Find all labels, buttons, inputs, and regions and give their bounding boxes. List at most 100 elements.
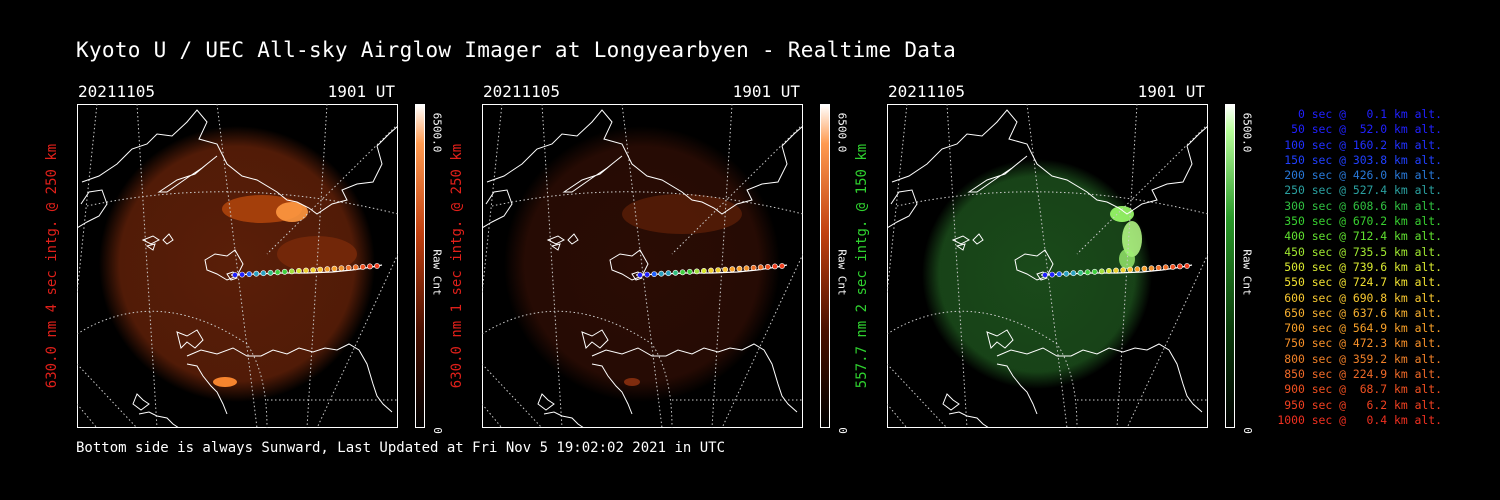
trajectory-point bbox=[679, 269, 686, 276]
coastline bbox=[996, 363, 1038, 415]
legend-entry: 150 sec @ 303.8 km alt. bbox=[1284, 152, 1442, 167]
imager-panel-630nm-4sec: 20211105 1901 UT 630.0 nm 4 sec intg. @ … bbox=[44, 82, 444, 433]
coastline bbox=[186, 363, 228, 415]
grid-line bbox=[1026, 104, 1068, 428]
grid-line bbox=[77, 363, 138, 428]
allsky-map bbox=[887, 104, 1208, 428]
aurora-arc bbox=[1119, 249, 1135, 269]
trajectory-point bbox=[637, 272, 643, 278]
trajectory-point bbox=[324, 266, 331, 273]
grid-line bbox=[77, 403, 98, 428]
legend-entry: 950 sec @ 6.2 km alt. bbox=[1284, 397, 1442, 412]
legend-entry: 750 sec @ 472.3 km alt. bbox=[1284, 336, 1442, 351]
grid-line bbox=[482, 363, 543, 428]
trajectory-point bbox=[1184, 263, 1190, 269]
colorbar bbox=[820, 104, 830, 428]
trajectory-point bbox=[1056, 271, 1063, 277]
trajectory-point bbox=[764, 263, 771, 270]
legend-entry: 800 sec @ 359.2 km alt. bbox=[1284, 351, 1442, 366]
colorbar bbox=[1225, 104, 1235, 428]
colorbar-unit-text: Raw Cnt bbox=[1240, 248, 1254, 296]
trajectory-point bbox=[665, 270, 672, 277]
footer-note: Bottom side is always Sunward, Last Upda… bbox=[76, 440, 726, 456]
trajectory-point bbox=[359, 263, 366, 270]
allsky-map bbox=[77, 104, 398, 428]
trajectory-point bbox=[1141, 265, 1148, 272]
panel-wavelength-label-text: 630.0 nm 1 sec intg. @ 250 km bbox=[449, 143, 465, 389]
trajectory-point bbox=[1042, 272, 1048, 278]
imager-panel-630nm-1sec: 20211105 1901 UT 630.0 nm 1 sec intg. @ … bbox=[449, 82, 849, 433]
coastline bbox=[986, 329, 1014, 349]
trajectory-point bbox=[1176, 263, 1183, 270]
coastline bbox=[141, 233, 174, 251]
trajectory-point bbox=[260, 270, 267, 277]
trajectory-point bbox=[644, 271, 650, 278]
trajectory-point bbox=[338, 265, 345, 272]
legend-entry: 450 sec @ 735.5 km alt. bbox=[1284, 244, 1442, 259]
trajectory-point bbox=[700, 267, 707, 274]
coastline bbox=[186, 343, 393, 413]
grid-line bbox=[482, 310, 673, 428]
coastline bbox=[942, 393, 960, 411]
colorbar-min-label: 0 bbox=[834, 400, 850, 460]
coastline bbox=[887, 189, 918, 229]
panel-time: 1901 UT bbox=[327, 82, 395, 101]
coastline bbox=[138, 411, 180, 428]
trajectory-point bbox=[1120, 267, 1126, 273]
panel-wavelength-label: 557.7 nm 2 sec intg. @ 150 km bbox=[849, 106, 875, 426]
legend-entry: 850 sec @ 224.9 km alt. bbox=[1284, 367, 1442, 382]
coastline bbox=[226, 271, 238, 281]
coastline bbox=[609, 249, 649, 281]
trajectory-point bbox=[281, 268, 288, 275]
coastline bbox=[562, 155, 623, 193]
trajectory-point bbox=[267, 269, 274, 276]
grid-line bbox=[887, 363, 948, 428]
trajectory-point bbox=[317, 266, 324, 273]
colorbar-unit-label: Raw Cnt bbox=[1239, 242, 1255, 302]
trajectory-point bbox=[1169, 263, 1176, 270]
trajectory-point bbox=[729, 266, 736, 273]
colorbar-max-label: 6500.0 bbox=[834, 102, 850, 162]
trajectory-legend: 0 sec @ 0.1 km alt. 50 sec @ 52.0 km alt.… bbox=[1277, 107, 1442, 428]
trajectory-point bbox=[757, 264, 764, 271]
trajectory-point bbox=[239, 271, 245, 278]
colorbar-min-label: 0 bbox=[1239, 400, 1255, 460]
panel-wavelength-label-text: 557.7 nm 2 sec intg. @ 150 km bbox=[854, 143, 870, 389]
trajectory-point bbox=[771, 263, 778, 270]
coastline bbox=[176, 329, 204, 349]
coastline bbox=[631, 271, 643, 281]
coastline bbox=[81, 109, 398, 215]
trajectory-point bbox=[303, 267, 309, 274]
grid-line bbox=[671, 123, 803, 255]
legend-entry: 700 sec @ 564.9 km alt. bbox=[1284, 321, 1442, 336]
coastline bbox=[996, 343, 1203, 413]
grid-line bbox=[1076, 123, 1208, 255]
trajectory-point bbox=[722, 266, 729, 273]
aurora-arc bbox=[622, 194, 742, 234]
trajectory-point bbox=[1162, 264, 1169, 271]
trajectory-point bbox=[672, 269, 679, 276]
trajectory-point bbox=[743, 265, 750, 272]
trajectory-point bbox=[331, 265, 338, 272]
colorbar-min-text: 0 bbox=[430, 426, 444, 434]
grid-line bbox=[77, 310, 268, 428]
page-title: Kyoto U / UEC All-sky Airglow Imager at … bbox=[76, 38, 957, 62]
grid-line bbox=[621, 104, 663, 428]
coastline bbox=[1036, 271, 1048, 281]
trajectory-point bbox=[1091, 268, 1098, 275]
trajectory-point bbox=[750, 264, 757, 271]
trajectory-point bbox=[686, 268, 693, 275]
colorbar bbox=[415, 104, 425, 428]
grid-line bbox=[266, 123, 398, 255]
colorbar-unit-text: Raw Cnt bbox=[835, 248, 849, 296]
grid-line bbox=[887, 310, 1078, 428]
legend-entry: 100 sec @ 160.2 km alt. bbox=[1284, 137, 1442, 152]
legend-entry: 650 sec @ 637.6 km alt. bbox=[1284, 305, 1442, 320]
colorbar-unit-label: Raw Cnt bbox=[834, 242, 850, 302]
trajectory-point bbox=[1070, 270, 1077, 277]
imager-panel-557nm-2sec: 20211105 1901 UT 557.7 nm 2 sec intg. @ … bbox=[854, 82, 1254, 433]
coastline bbox=[204, 249, 244, 281]
colorbar-max-text: 6500.0 bbox=[1240, 112, 1254, 152]
legend-entry: 600 sec @ 690.8 km alt. bbox=[1284, 290, 1442, 305]
colorbar-min-text: 0 bbox=[1240, 426, 1254, 434]
